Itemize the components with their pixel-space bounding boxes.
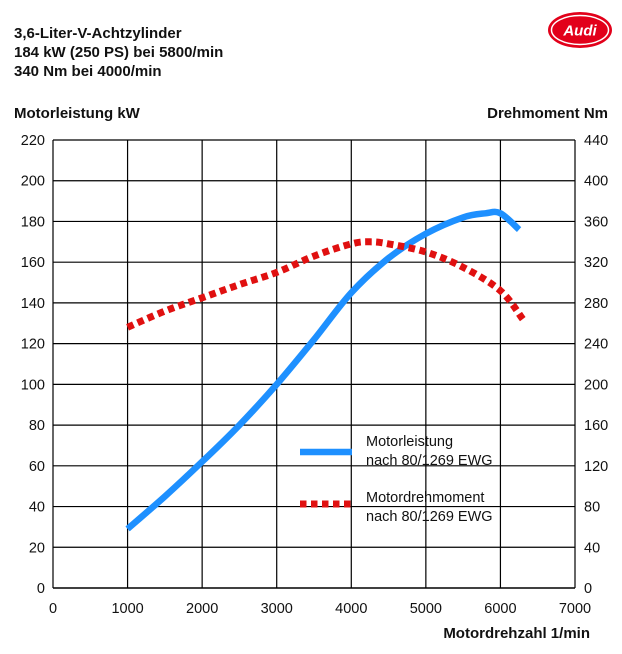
- x-axis-title: Motordrehzahl 1/min: [443, 625, 590, 642]
- y-right-tick-label: 160: [584, 418, 608, 434]
- legend-label-torque-1: Motordrehmoment: [366, 490, 484, 506]
- y-left-tick-label: 120: [21, 337, 45, 353]
- y-left-tick-label: 180: [21, 214, 45, 230]
- y-right-tick-label: 400: [584, 174, 608, 190]
- y-left-tick-label: 40: [29, 500, 45, 516]
- y-right-axis-title: Drehmoment Nm: [487, 105, 608, 122]
- y-left-tick-label: 220: [21, 133, 45, 149]
- y-right-tick-label: 240: [584, 337, 608, 353]
- x-tick-label: 2000: [186, 601, 218, 617]
- x-tick-label: 7000: [559, 601, 591, 617]
- logo-text: Audi: [562, 23, 597, 40]
- y-left-axis-title: Motorleistung kW: [14, 105, 141, 122]
- y-left-tick-label: 0: [37, 581, 45, 597]
- y-left-tick-label: 200: [21, 174, 45, 190]
- x-tick-label: 4000: [335, 601, 367, 617]
- y-left-tick-label: 60: [29, 459, 45, 475]
- header-line-3: 340 Nm bei 4000/min: [14, 63, 162, 80]
- x-tick-label: 1000: [111, 601, 143, 617]
- legend-label-power-1: Motorleistung: [366, 434, 453, 450]
- y-right-tick-label: 40: [584, 540, 600, 556]
- y-right-tick-label: 440: [584, 133, 608, 149]
- y-right-tick-label: 80: [584, 500, 600, 516]
- y-left-tick-label: 100: [21, 377, 45, 393]
- grid: [52, 139, 576, 589]
- y-right-tick-label: 360: [584, 214, 608, 230]
- y-left-tick-label: 20: [29, 540, 45, 556]
- y-left-tick-label: 140: [21, 296, 45, 312]
- audi-logo: Audi: [548, 12, 612, 48]
- y-left-tick-label: 80: [29, 418, 45, 434]
- y-right-tick-label: 0: [584, 581, 592, 597]
- power-series-line: [125, 208, 522, 532]
- legend: Motorleistung nach 80/1269 EWG Motordreh…: [300, 434, 493, 525]
- y-right-tick-label: 200: [584, 377, 608, 393]
- y-right-tick-label: 320: [584, 255, 608, 271]
- header-line-2: 184 kW (250 PS) bei 5800/min: [14, 44, 223, 61]
- header-line-1: 3,6-Liter-V-Achtzylinder: [14, 25, 182, 42]
- legend-label-power-2: nach 80/1269 EWG: [366, 453, 493, 469]
- legend-label-torque-2: nach 80/1269 EWG: [366, 509, 493, 525]
- torque-series-line: [126, 238, 526, 331]
- x-tick-label: 6000: [484, 601, 516, 617]
- x-tick-label: 0: [49, 601, 57, 617]
- x-tick-label: 5000: [410, 601, 442, 617]
- y-right-tick-label: 120: [584, 459, 608, 475]
- y-right-tick-label: 280: [584, 296, 608, 312]
- x-tick-label: 3000: [261, 601, 293, 617]
- series: [125, 208, 526, 532]
- y-left-tick-label: 160: [21, 255, 45, 271]
